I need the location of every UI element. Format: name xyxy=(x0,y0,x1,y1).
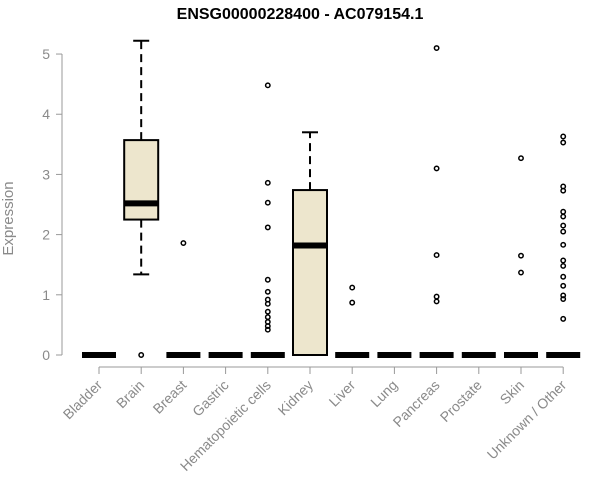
outlier-point xyxy=(264,323,271,330)
chart-title: ENSG00000228400 - AC079154.1 xyxy=(176,6,424,23)
outlier-point xyxy=(560,282,567,289)
outlier-point xyxy=(264,179,271,186)
outlier-point xyxy=(560,228,567,235)
x-tick-label: Liver xyxy=(326,377,359,410)
outlier-point xyxy=(180,240,187,246)
outlier-point xyxy=(433,165,440,172)
outlier-point xyxy=(349,299,356,306)
x-tick-label: Unknown / Other xyxy=(484,377,570,463)
outlier-point xyxy=(518,155,524,162)
y-tick-label: 2 xyxy=(42,227,50,243)
box xyxy=(292,189,328,356)
y-tick-label: 0 xyxy=(42,347,50,363)
outlier-point xyxy=(560,292,567,299)
outlier-point xyxy=(349,284,356,291)
x-tick-label: Breast xyxy=(150,377,190,417)
outlier-point xyxy=(560,222,567,229)
outlier-point xyxy=(264,314,271,321)
y-tick-label: 5 xyxy=(42,46,50,62)
outlier-point xyxy=(138,352,145,358)
y-tick-label: 3 xyxy=(42,166,50,182)
y-axis-label: Expression xyxy=(0,181,17,255)
x-tick-label: Bladder xyxy=(60,377,106,423)
outlier-point xyxy=(433,298,440,305)
outlier-point xyxy=(264,199,271,206)
outlier-point xyxy=(518,269,524,276)
outlier-point xyxy=(560,133,567,140)
outlier-point xyxy=(560,187,567,194)
outlier-point xyxy=(560,208,567,215)
x-tick-label: Skin xyxy=(497,377,528,408)
outlier-point xyxy=(433,45,440,51)
outlier-point xyxy=(264,326,271,333)
outlier-point xyxy=(560,213,567,220)
outlier-point xyxy=(560,139,567,146)
outlier-point xyxy=(518,252,524,259)
outlier-point xyxy=(560,241,567,248)
y-tick-label: 1 xyxy=(42,287,50,303)
x-tick-label: Pancreas xyxy=(390,377,443,430)
outlier-point xyxy=(560,257,567,264)
x-tick-label: Lung xyxy=(367,377,400,410)
x-tick-label: Kidney xyxy=(275,377,317,419)
outlier-point xyxy=(560,273,567,280)
outlier-point xyxy=(560,315,567,322)
x-tick-label: Prostate xyxy=(437,377,485,425)
y-tick-label: 4 xyxy=(42,106,50,122)
outlier-point xyxy=(560,262,567,269)
outlier-point xyxy=(264,224,271,231)
outlier-point xyxy=(264,82,271,89)
outlier-point xyxy=(560,296,567,302)
box xyxy=(123,139,160,221)
outlier-point xyxy=(264,276,271,283)
outlier-point xyxy=(433,293,440,300)
outlier-point xyxy=(264,288,271,295)
outlier-point xyxy=(264,308,271,315)
outlier-point xyxy=(264,300,271,307)
outlier-point xyxy=(433,252,440,259)
x-tick-label: Brain xyxy=(113,377,147,411)
